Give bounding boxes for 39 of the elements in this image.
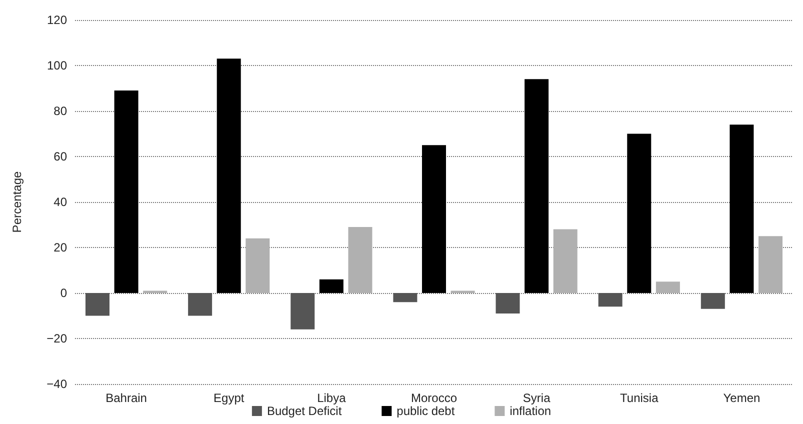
x-tick-label: Morocco [410, 391, 458, 405]
legend-label: inflation [510, 404, 552, 418]
bar [188, 293, 212, 316]
bar [246, 238, 270, 293]
legend-label: Budget Deficit [266, 404, 342, 418]
x-tick-label: Egypt [214, 391, 245, 405]
y-tick-label: −40 [46, 377, 68, 391]
bar [319, 279, 344, 293]
bar [553, 229, 578, 293]
bar [627, 134, 652, 293]
bar [524, 79, 549, 293]
x-tick-label: Libya [317, 391, 346, 405]
y-tick-label: −20 [46, 332, 68, 346]
bar [85, 293, 110, 316]
y-tick-label: 20 [54, 240, 68, 254]
x-tick-label: Syria [522, 391, 551, 405]
bar [758, 236, 783, 293]
bar [216, 58, 241, 293]
bar [700, 293, 725, 309]
bar [393, 293, 418, 302]
x-tick-label: Tunisia [620, 391, 659, 405]
bar [496, 293, 520, 314]
y-axis-title: Percentage [10, 170, 24, 233]
legend-label: public debt [396, 404, 456, 418]
x-tick-label: Bahrain [106, 391, 147, 405]
y-tick-label: 0 [60, 286, 68, 300]
bar [114, 90, 138, 293]
y-tick-label: 80 [54, 104, 68, 118]
bar [656, 282, 680, 293]
bar [290, 293, 315, 330]
y-tick-label: 100 [46, 58, 68, 72]
bar [598, 293, 622, 307]
bar [730, 124, 754, 293]
y-tick-label: 60 [54, 150, 68, 164]
bar [422, 145, 446, 293]
y-tick-label: 40 [54, 195, 68, 209]
bar [348, 227, 372, 293]
x-tick-label: Yemen [723, 391, 760, 405]
y-tick-label: 120 [46, 13, 68, 27]
